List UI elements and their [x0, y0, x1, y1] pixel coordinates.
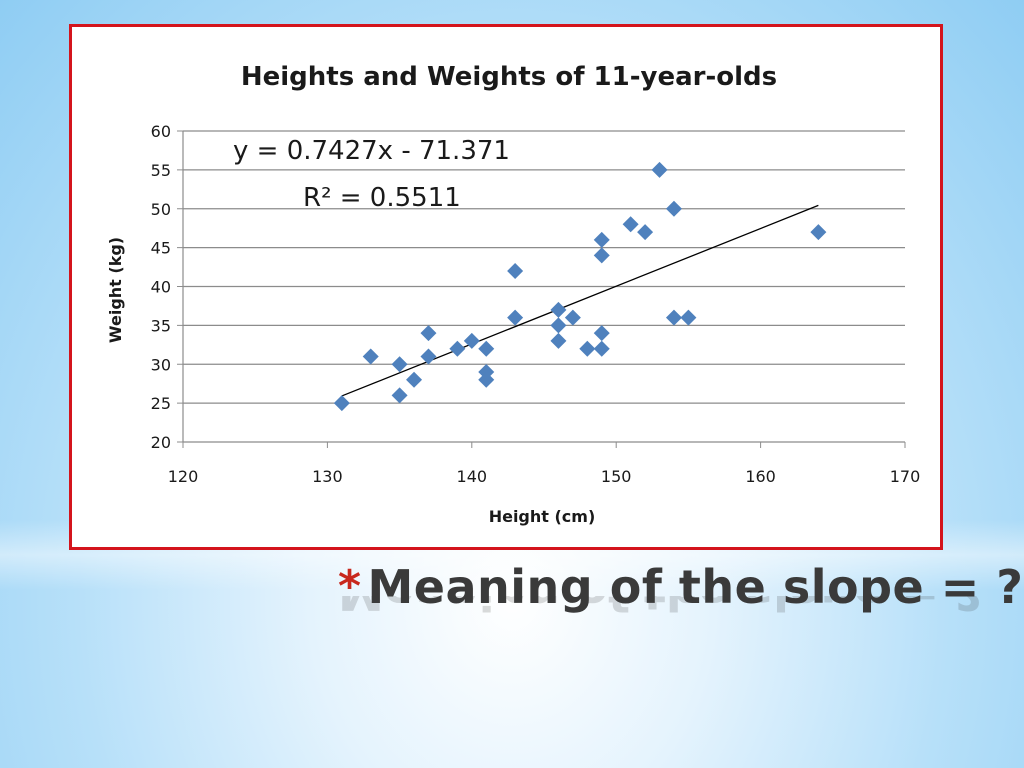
data-point-18	[564, 309, 581, 326]
data-point-26	[651, 161, 668, 178]
data-point-21	[593, 247, 610, 264]
trendline-group	[341, 204, 819, 397]
data-point-6	[420, 325, 437, 342]
y-tick-label-30: 30	[151, 355, 171, 374]
data-point-14	[507, 309, 524, 326]
data-point-16	[550, 317, 567, 334]
y-tick-label-20: 20	[151, 433, 171, 452]
trendline-equation: y = 0.7427x - 71.371	[233, 136, 510, 166]
chart-frame: 20 25 30 35 40 45 50 55 60 120 130 140 150 160 170 He…	[69, 24, 943, 550]
x-tick-label-130: 130	[312, 467, 343, 486]
data-point-25	[637, 224, 654, 241]
data-point-17	[550, 332, 567, 349]
data-point-5	[406, 371, 423, 388]
data-point-28	[665, 309, 682, 326]
y-tick-label-40: 40	[151, 278, 171, 297]
slide-title: * Meaning of the slope = ?	[338, 560, 1023, 630]
grid-lines	[183, 130, 905, 404]
data-point-2	[362, 348, 379, 365]
y-axis-label: Weight (kg)	[106, 237, 125, 343]
y-tick-labels: 20 25 30 35 40 45 50 55 60	[151, 122, 171, 452]
x-axis-label: Height (cm)	[489, 507, 596, 526]
trendline	[341, 204, 819, 397]
r-squared-label: R² = 0.5511	[303, 183, 461, 213]
data-point-8	[449, 340, 466, 357]
slide-title-text: Meaning of the slope = ?	[367, 560, 1024, 614]
y-tick-label-35: 35	[151, 316, 171, 335]
y-tick-label-60: 60	[151, 122, 171, 141]
y-tick-label-45: 45	[151, 239, 171, 258]
data-points	[333, 161, 827, 412]
data-point-29	[680, 309, 697, 326]
data-point-30	[810, 224, 827, 241]
x-tick-label-170: 170	[890, 467, 921, 486]
data-point-19	[579, 340, 596, 357]
data-point-3	[391, 356, 408, 373]
x-tick-label-150: 150	[601, 467, 632, 486]
bullet-star-icon: *	[338, 561, 362, 612]
x-tick-label-140: 140	[457, 467, 488, 486]
scatter-chart: 20 25 30 35 40 45 50 55 60 120 130 140 150 160 170 He…	[106, 62, 921, 526]
x-tick-labels: 120 130 140 150 160 170	[168, 467, 921, 486]
data-point-27	[665, 200, 682, 217]
data-point-23	[593, 340, 610, 357]
data-point-4	[391, 387, 408, 404]
slide-title-reflection-text: Meaning of the slope = ?	[338, 596, 982, 620]
chart-title: Heights and Weights of 11-year-olds	[241, 62, 777, 92]
data-point-24	[622, 216, 639, 233]
y-tick-label-50: 50	[151, 200, 171, 219]
x-tick-label-120: 120	[168, 467, 199, 486]
x-tick-label-160: 160	[745, 467, 776, 486]
data-point-13	[507, 262, 524, 279]
y-tick-label-25: 25	[151, 394, 171, 413]
data-point-22	[593, 325, 610, 342]
data-point-9	[463, 332, 480, 349]
axes	[177, 130, 906, 448]
slide-title-reflection: Meaning of the slope = ?	[338, 596, 1018, 620]
data-point-7	[420, 348, 437, 365]
data-point-20	[593, 231, 610, 248]
data-point-1	[333, 395, 350, 412]
data-point-10	[478, 340, 495, 357]
data-point-15	[550, 301, 567, 318]
data-point-12	[478, 371, 495, 388]
y-tick-label-55: 55	[151, 161, 171, 180]
